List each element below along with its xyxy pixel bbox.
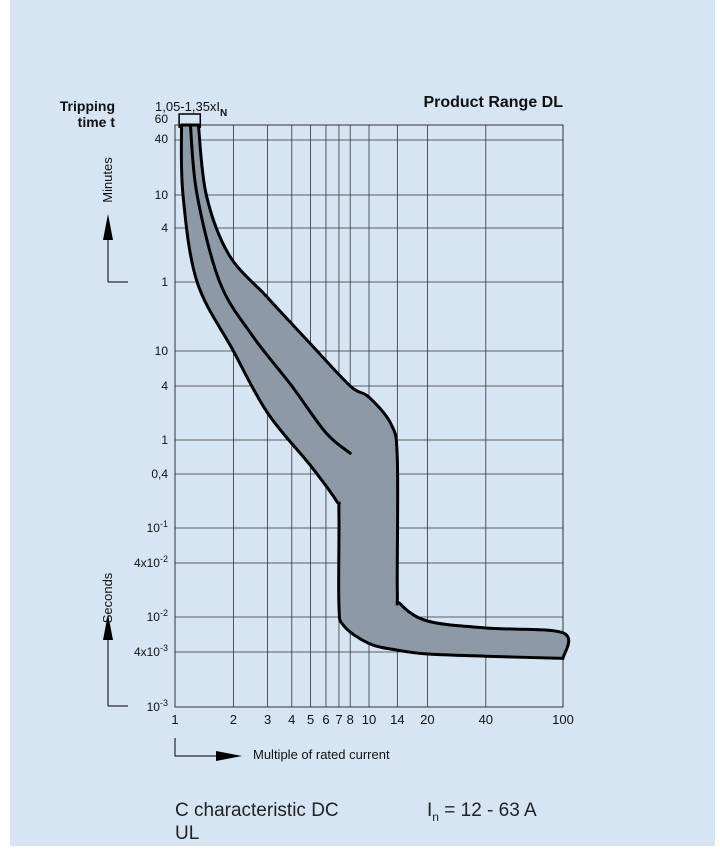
tolerance-bracket — [178, 113, 202, 128]
x-tick-label: 100 — [552, 712, 574, 727]
y-seconds-tick-label: 10-1 — [147, 519, 168, 535]
y-title-line2: time t — [78, 114, 116, 130]
y-seconds-tick-label: 10 — [155, 344, 169, 358]
y-minutes-tick-label: 40 — [155, 132, 169, 146]
y-minutes-tick-label: 10 — [155, 188, 169, 202]
y-seconds-tick-label: 10-2 — [147, 608, 168, 624]
footer-standard: UL — [175, 823, 200, 844]
y-minutes-tick-label: 1 — [161, 275, 168, 289]
x-tick-label: 3 — [264, 712, 271, 727]
minutes-label: Minutes — [100, 157, 115, 203]
bracket-line — [178, 113, 202, 128]
tripping-band — [179, 123, 571, 660]
chart-title: Product Range DL — [423, 94, 563, 111]
annotation-sub: N — [220, 108, 227, 119]
minutes-arrow-icon — [103, 214, 113, 240]
bottom-strip — [10, 846, 715, 852]
footer-characteristic: C characteristic DC — [175, 800, 339, 821]
y-minutes-tick-label: 60 — [155, 112, 169, 126]
x-tick-label: 5 — [307, 712, 314, 727]
x-tick-label: 14 — [390, 712, 404, 727]
y-seconds-tick-label: 0,4 — [151, 467, 168, 481]
x-tick-label: 20 — [420, 712, 434, 727]
axis-labels: Tripping time t Product Range DL 1,05-1,… — [60, 94, 563, 762]
seconds-label: Seconds — [100, 572, 115, 623]
x-tick-label: 6 — [322, 712, 329, 727]
y-seconds-tick-label: 10-3 — [147, 698, 168, 714]
y-minutes-tick-label: 4 — [161, 221, 168, 235]
rating-base: I — [427, 800, 433, 821]
x-tick-label: 10 — [362, 712, 376, 727]
x-tick-label: 40 — [479, 712, 493, 727]
annotation-base: 1,05-1,35xI — [155, 99, 220, 114]
tolerance-annotation: 1,05-1,35xIN — [155, 99, 227, 119]
y-seconds-tick-label: 4 — [161, 379, 168, 393]
x-tick-label: 1 — [171, 712, 178, 727]
y-title-line1: Tripping — [60, 98, 115, 114]
rating-sub: n — [432, 809, 439, 824]
rating-rest: = 12 - 63 A — [438, 800, 537, 821]
seconds-arrow-icon — [103, 614, 113, 640]
x-tick-label: 4 — [288, 712, 295, 727]
x-arrow-icon — [216, 751, 242, 761]
footer-rating: In = 12 - 63 A — [427, 800, 537, 824]
y-seconds-tick-label: 4x10-2 — [134, 554, 168, 570]
y-seconds-tick-label: 4x10-3 — [134, 643, 168, 659]
y-seconds-tick-label: 1 — [161, 433, 168, 447]
x-tick-label: 8 — [347, 712, 354, 727]
x-tick-label: 7 — [335, 712, 342, 727]
x-tick-label: 2 — [230, 712, 237, 727]
seconds-arrow-line — [107, 628, 128, 707]
axis-arrows — [103, 214, 242, 761]
middle-curve — [188, 123, 352, 455]
x-arrow-line — [174, 738, 225, 757]
x-axis-title: Multiple of rated current — [253, 747, 390, 762]
